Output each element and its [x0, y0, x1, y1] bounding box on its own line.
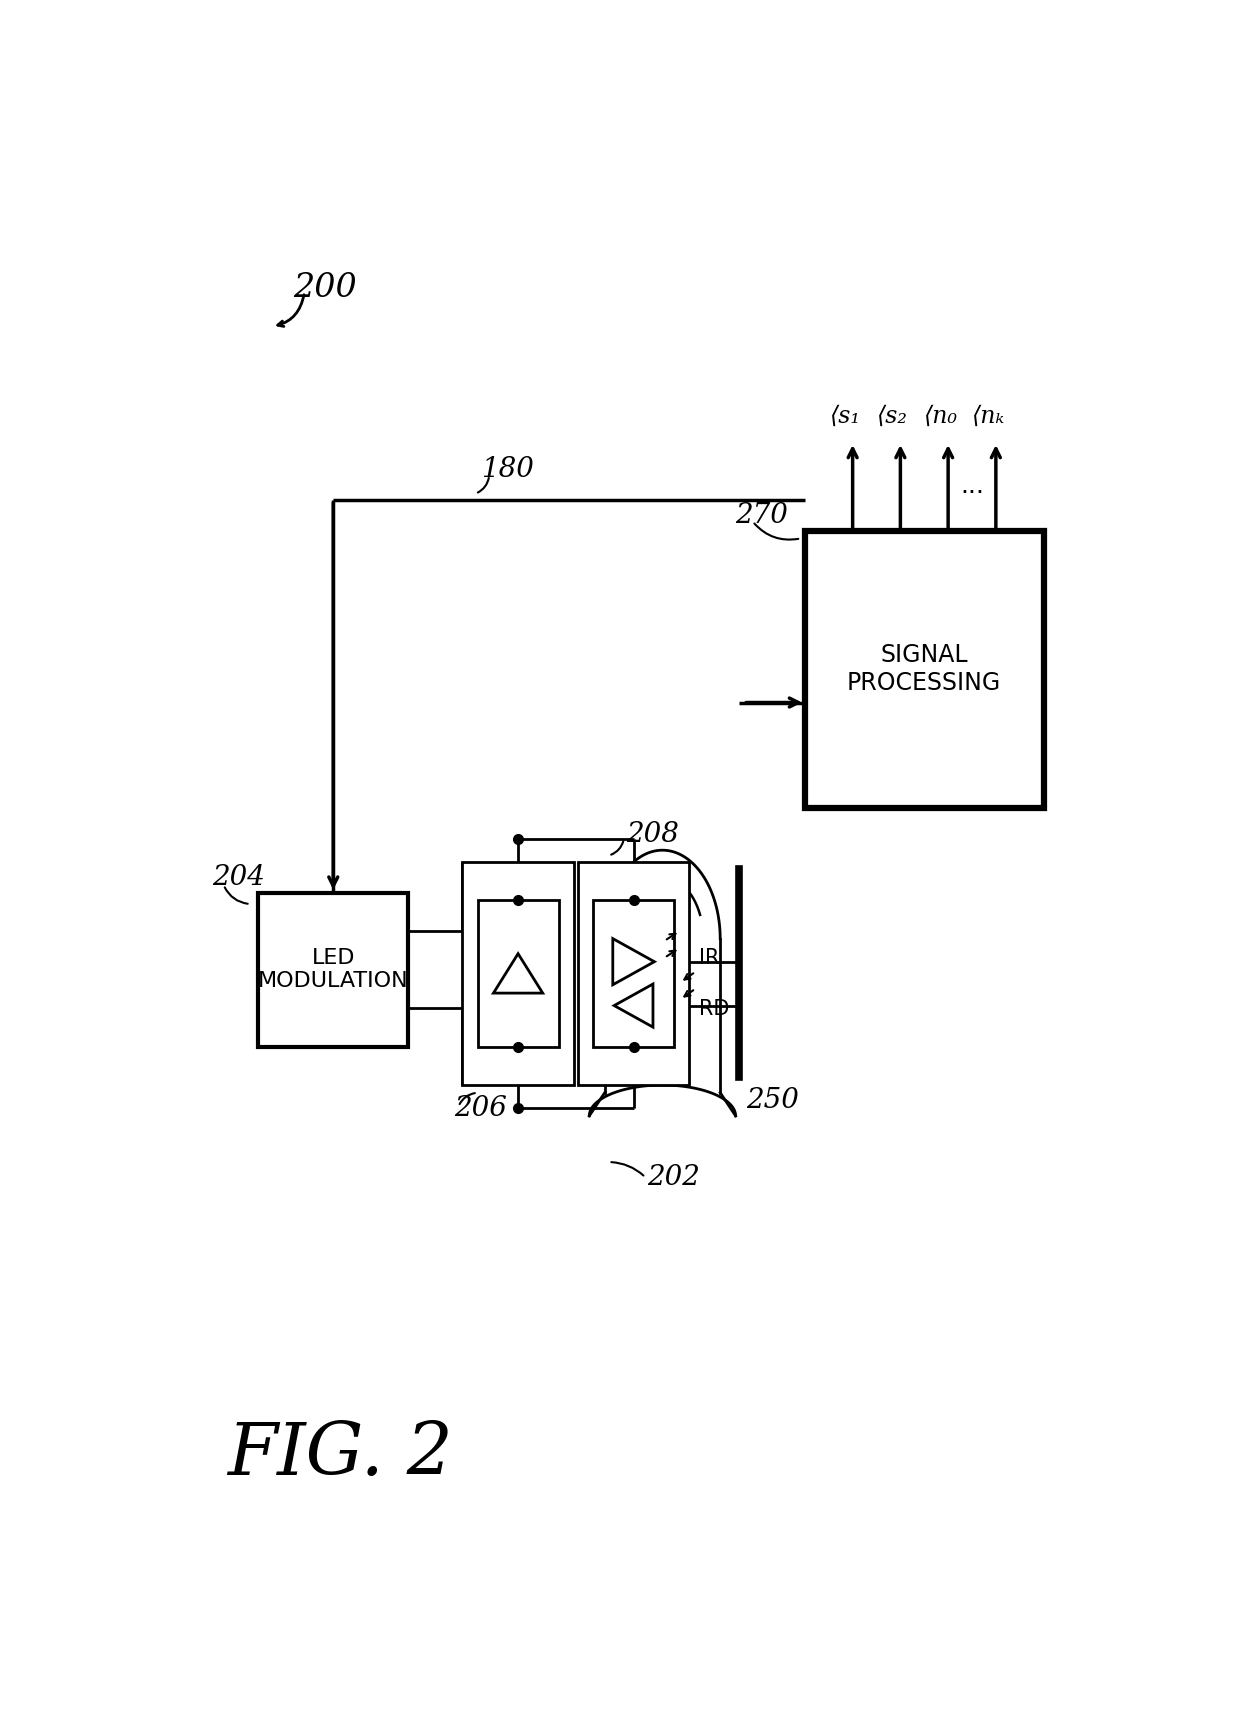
Text: 204: 204 [212, 864, 265, 891]
Text: 270: 270 [735, 503, 789, 528]
Text: 208: 208 [626, 822, 678, 848]
Text: 250: 250 [745, 1086, 799, 1114]
Bar [593, 900, 675, 1047]
Bar [578, 862, 689, 1085]
Text: 200: 200 [293, 273, 357, 304]
Bar [258, 893, 408, 1047]
Text: 180: 180 [481, 456, 534, 482]
Text: 206: 206 [455, 1095, 507, 1121]
Text: ...: ... [960, 475, 985, 499]
Text: SIGNAL
PROCESSING: SIGNAL PROCESSING [847, 644, 1002, 696]
Text: ⟨s₁: ⟨s₁ [830, 406, 861, 428]
Text: LED
MODULATION: LED MODULATION [258, 948, 409, 991]
Text: ⟨n₀: ⟨n₀ [924, 406, 957, 428]
Bar [805, 530, 1044, 808]
Text: ⟨s₂: ⟨s₂ [877, 406, 908, 428]
Text: ⟨nₖ: ⟨nₖ [972, 406, 1004, 428]
Text: IR: IR [698, 948, 719, 967]
Bar [463, 862, 574, 1085]
Text: FIG. 2: FIG. 2 [227, 1420, 453, 1490]
Bar [477, 900, 558, 1047]
Text: RD: RD [698, 1000, 729, 1019]
Text: 202: 202 [647, 1164, 699, 1192]
